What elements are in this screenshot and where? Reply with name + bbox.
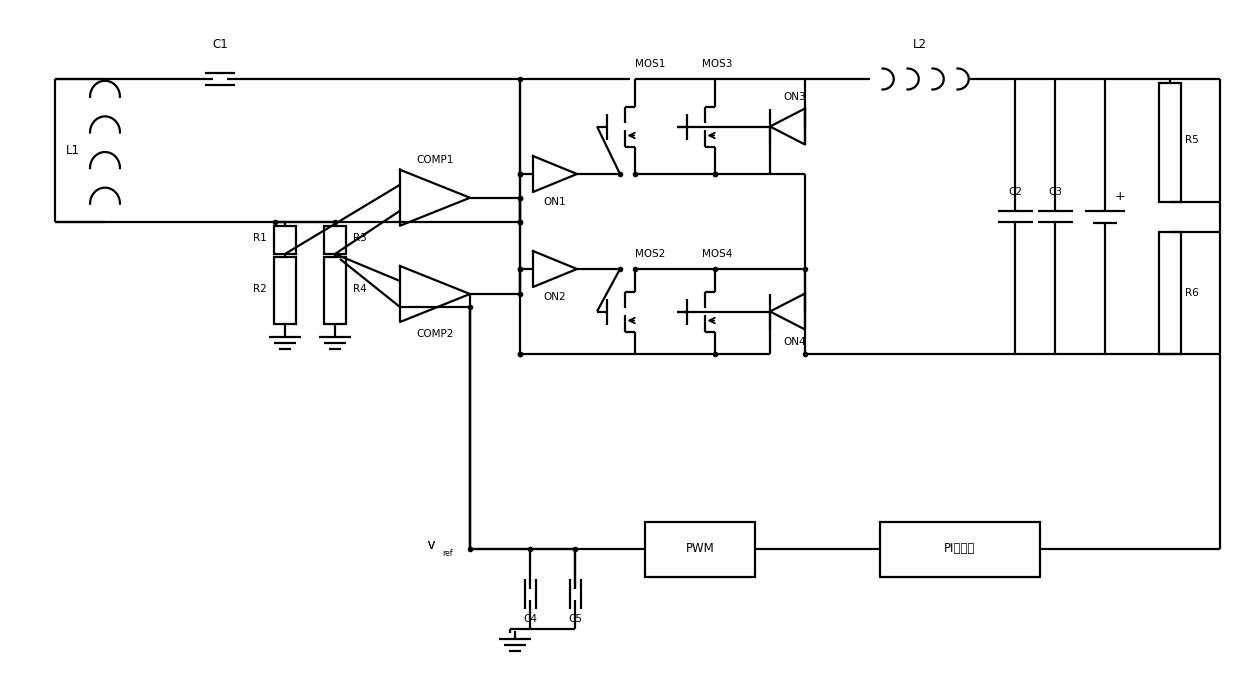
- Bar: [324, 257, 346, 324]
- Text: +: +: [1115, 190, 1126, 203]
- Text: L1: L1: [66, 144, 81, 157]
- Text: L2: L2: [913, 37, 928, 50]
- Text: R4: R4: [353, 284, 367, 294]
- Text: MOS3: MOS3: [702, 59, 732, 69]
- Text: COMP1: COMP1: [417, 155, 454, 165]
- Text: ref: ref: [441, 549, 453, 559]
- Text: R2: R2: [253, 284, 267, 294]
- Text: V: V: [428, 541, 435, 551]
- Text: C3: C3: [1048, 187, 1061, 196]
- Text: R3: R3: [353, 233, 367, 243]
- Text: COMP2: COMP2: [417, 329, 454, 339]
- Bar: [1159, 83, 1180, 202]
- Text: R6: R6: [1185, 288, 1199, 298]
- Bar: [274, 257, 296, 324]
- Bar: [324, 225, 346, 254]
- Text: ON1: ON1: [543, 197, 567, 207]
- Text: C1: C1: [212, 37, 228, 50]
- Text: PWM: PWM: [686, 543, 714, 555]
- Bar: [645, 521, 755, 576]
- Text: C4: C4: [523, 614, 537, 624]
- Text: C2: C2: [1008, 187, 1022, 196]
- Bar: [274, 225, 296, 254]
- Text: MOS4: MOS4: [702, 249, 732, 259]
- Text: R1: R1: [253, 233, 267, 243]
- Text: MOS2: MOS2: [635, 249, 665, 259]
- Text: MOS1: MOS1: [635, 59, 665, 69]
- Bar: [1159, 232, 1180, 354]
- Text: ON2: ON2: [543, 292, 567, 302]
- Text: C5: C5: [568, 614, 582, 624]
- Text: ON3: ON3: [784, 92, 806, 101]
- Text: V: V: [428, 541, 435, 551]
- Text: ON4: ON4: [784, 337, 806, 346]
- Text: PI控制器: PI控制器: [945, 543, 976, 555]
- Bar: [880, 521, 1040, 576]
- Text: R5: R5: [1185, 135, 1199, 145]
